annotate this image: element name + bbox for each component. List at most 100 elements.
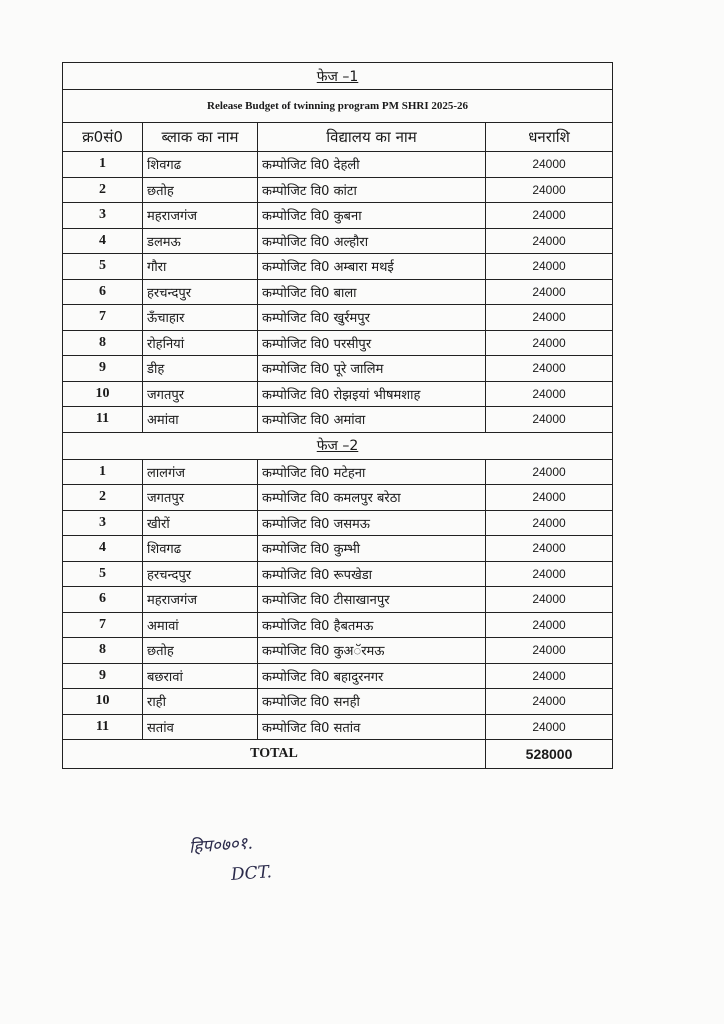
cell-amount: 24000 (484, 227, 614, 254)
table-row: 5 गौरा कम्पोजिट वि0 अम्बारा मथई 24000 (62, 253, 614, 280)
cell-sno: 1 (62, 151, 143, 178)
cell-block: सतांव (142, 713, 258, 740)
cell-block: रोहनियां (142, 329, 258, 356)
cell-amount: 24000 (484, 458, 614, 485)
cell-school: कम्पोजिट वि0 हैबतमऊ (257, 611, 486, 638)
cell-block: छतोह (142, 176, 258, 203)
cell-sno: 10 (62, 688, 143, 715)
budget-table: फेज –1 Release Budget of twinning progra… (61, 62, 614, 769)
cell-sno: 6 (62, 278, 143, 305)
phase2-title-row: फेज –2 (61, 431, 614, 460)
handwritten-signature: हिप०७०१. DCT. (188, 827, 273, 892)
table-row: 1 लालगंज कम्पोजिट वि0 मटेहना 24000 (62, 458, 614, 485)
table-row: 8 छतोह कम्पोजिट वि0 कुअॅरमऊ 24000 (62, 637, 614, 664)
cell-block: खीरों (142, 509, 258, 536)
cell-school: कम्पोजिट वि0 सनही (257, 688, 486, 715)
cell-sno: 7 (62, 304, 143, 331)
cell-amount: 24000 (484, 151, 614, 178)
cell-block: शिवगढ (142, 535, 258, 562)
release-title: Release Budget of twinning program PM SH… (61, 89, 614, 123)
cell-amount: 24000 (484, 380, 614, 407)
cell-block: अमावां (142, 611, 258, 638)
cell-school: कम्पोजिट वि0 अमांवा (257, 406, 486, 433)
header-sno: क्र0सं0 (62, 122, 143, 152)
cell-sno: 11 (62, 713, 143, 740)
cell-sno: 9 (62, 355, 143, 382)
cell-block: शिवगढ (142, 151, 258, 178)
cell-school: कम्पोजिट वि0 टीसाखानपुर (257, 586, 486, 613)
table-row: 9 बछरावां कम्पोजिट वि0 बहादुरनगर 24000 (62, 662, 614, 689)
header-school: विद्यालय का नाम (257, 122, 486, 152)
table-row: 10 राही कम्पोजिट वि0 सनही 24000 (62, 688, 614, 715)
cell-sno: 4 (62, 227, 143, 254)
cell-amount: 24000 (484, 535, 614, 562)
header-block: ब्लाक का नाम (142, 122, 258, 152)
cell-amount: 24000 (484, 202, 614, 229)
table-row: 4 डलमऊ कम्पोजिट वि0 अल्हौरा 24000 (62, 227, 614, 254)
cell-sno: 6 (62, 586, 143, 613)
cell-amount: 24000 (484, 509, 614, 536)
cell-amount: 24000 (484, 484, 614, 511)
cell-sno: 1 (62, 458, 143, 485)
cell-block: राही (142, 688, 258, 715)
cell-sno: 8 (62, 637, 143, 664)
phase1-title: फेज –1 (316, 68, 359, 85)
cell-block: महराजगंज (142, 202, 258, 229)
cell-amount: 24000 (484, 713, 614, 740)
table-row: 2 छतोह कम्पोजिट वि0 कांटा 24000 (62, 176, 614, 203)
cell-block: डलमऊ (142, 227, 258, 254)
cell-amount: 24000 (484, 586, 614, 613)
cell-school: कम्पोजिट वि0 कांटा (257, 176, 486, 203)
cell-sno: 11 (62, 406, 143, 433)
table-row: 5 हरचन्दपुर कम्पोजिट वि0 रूपखेडा 24000 (62, 560, 614, 587)
cell-school: कम्पोजिट वि0 कुबना (257, 202, 486, 229)
total-row: TOTAL 528000 (62, 739, 614, 769)
cell-amount: 24000 (484, 304, 614, 331)
cell-school: कम्पोजिट वि0 खुर्रमपुर (257, 304, 486, 331)
table-row: 3 खीरों कम्पोजिट वि0 जसमऊ 24000 (62, 509, 614, 536)
cell-school: कम्पोजिट वि0 रोझइयां भीषमशाह (257, 380, 486, 407)
cell-sno: 2 (62, 176, 143, 203)
cell-school: कम्पोजिट वि0 अम्बारा मथई (257, 253, 486, 280)
header-row: क्र0सं0 ब्लाक का नाम विद्यालय का नाम धनर… (62, 122, 614, 152)
cell-school: कम्पोजिट वि0 कमलपुर बरेठा (257, 484, 486, 511)
table-row: 7 अमावां कम्पोजिट वि0 हैबतमऊ 24000 (62, 611, 614, 638)
cell-school: कम्पोजिट वि0 बाला (257, 278, 486, 305)
cell-school: कम्पोजिट वि0 पूरे जालिम (257, 355, 486, 382)
table-row: 10 जगतपुर कम्पोजिट वि0 रोझइयां भीषमशाह 2400… (62, 380, 614, 407)
cell-sno: 2 (62, 484, 143, 511)
cell-sno: 4 (62, 535, 143, 562)
cell-block: ऊँचाहार (142, 304, 258, 331)
cell-sno: 9 (62, 662, 143, 689)
cell-amount: 24000 (484, 406, 614, 433)
cell-block: छतोह (142, 637, 258, 664)
cell-sno: 5 (62, 560, 143, 587)
cell-school: कम्पोजिट वि0 कुम्भी (257, 535, 486, 562)
table-row: 8 रोहनियां कम्पोजिट वि0 परसीपुर 24000 (62, 329, 614, 356)
cell-school: कम्पोजिट वि0 रूपखेडा (257, 560, 486, 587)
table-row: 3 महराजगंज कम्पोजिट वि0 कुबना 24000 (62, 202, 614, 229)
cell-block: अमांवा (142, 406, 258, 433)
release-title-row: Release Budget of twinning program PM SH… (61, 89, 614, 123)
table-row: 1 शिवगढ कम्पोजिट वि0 देहली 24000 (62, 151, 614, 178)
cell-amount: 24000 (484, 355, 614, 382)
total-label: TOTAL (62, 739, 486, 769)
cell-block: हरचन्दपुर (142, 278, 258, 305)
cell-block: डीह (142, 355, 258, 382)
cell-amount: 24000 (484, 176, 614, 203)
budget-document: फेज –1 Release Budget of twinning progra… (61, 62, 614, 769)
cell-sno: 3 (62, 509, 143, 536)
cell-amount: 24000 (484, 278, 614, 305)
cell-sno: 7 (62, 611, 143, 638)
cell-block: महराजगंज (142, 586, 258, 613)
cell-school: कम्पोजिट वि0 कुअॅरमऊ (257, 637, 486, 664)
cell-sno: 3 (62, 202, 143, 229)
table-row: 11 अमांवा कम्पोजिट वि0 अमांवा 24000 (62, 406, 614, 433)
cell-amount: 24000 (484, 560, 614, 587)
table-row: 11 सतांव कम्पोजिट वि0 सतांव 24000 (62, 713, 614, 740)
cell-school: कम्पोजिट वि0 जसमऊ (257, 509, 486, 536)
cell-block: जगतपुर (142, 380, 258, 407)
cell-school: कम्पोजिट वि0 देहली (257, 151, 486, 178)
table-row: 6 महराजगंज कम्पोजिट वि0 टीसाखानपुर 24000 (62, 586, 614, 613)
cell-block: हरचन्दपुर (142, 560, 258, 587)
